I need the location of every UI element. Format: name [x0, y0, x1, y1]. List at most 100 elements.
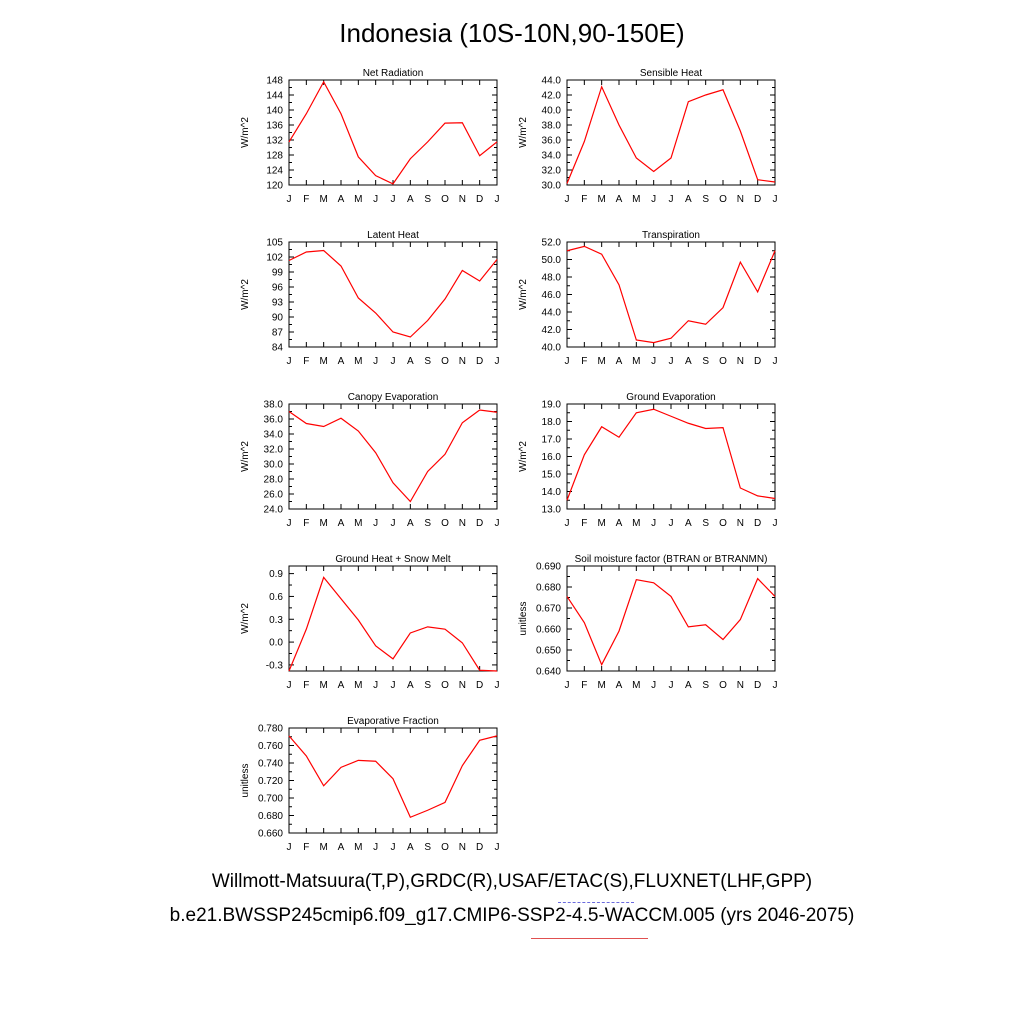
- x-tick-label: O: [441, 680, 449, 691]
- x-tick-label: A: [616, 680, 623, 691]
- x-tick-label: J: [391, 680, 396, 691]
- y-tick-label: 96: [272, 283, 284, 294]
- x-tick-label: O: [441, 356, 449, 367]
- y-axis-label: W/m^2: [240, 603, 251, 634]
- x-tick-label: A: [616, 518, 623, 529]
- chart-title: Sensible Heat: [640, 68, 702, 79]
- y-tick-label: 46.0: [542, 290, 562, 301]
- y-axis-label: W/m^2: [518, 117, 529, 148]
- y-tick-label: 148: [266, 76, 283, 87]
- chart-6: Ground Evaporation W/m^2 13.0 14.0 15.0 16.0 1…: [518, 392, 778, 529]
- y-tick-label: 36.0: [264, 415, 284, 426]
- x-tick-label: D: [754, 518, 761, 529]
- y-tick-label: -0.3: [266, 660, 284, 671]
- y-tick-label: 52.0: [542, 238, 562, 249]
- y-tick-label: 15.0: [542, 470, 562, 481]
- x-tick-label: J: [287, 194, 292, 205]
- y-tick-label: 93: [272, 298, 284, 309]
- y-tick-label: 17.0: [542, 435, 562, 446]
- x-tick-label: J: [669, 356, 674, 367]
- y-tick-label: 50.0: [542, 255, 562, 266]
- y-tick-label: 0.720: [258, 776, 283, 787]
- x-tick-label: S: [424, 194, 431, 205]
- y-tick-label: 30.0: [542, 181, 562, 192]
- x-tick-label: F: [581, 356, 587, 367]
- y-tick-label: 87: [272, 328, 284, 339]
- y-tick-label: 40.0: [542, 343, 562, 354]
- x-tick-label: S: [424, 842, 431, 853]
- chart-title: Ground Evaporation: [626, 392, 716, 403]
- y-axis-label: W/m^2: [240, 117, 251, 148]
- x-tick-label: J: [651, 518, 656, 529]
- x-tick-label: J: [373, 356, 378, 367]
- x-tick-label: D: [476, 842, 483, 853]
- chart-7: Ground Heat + Snow Melt W/m^2 -0.3 0.0 0.3 0.…: [240, 554, 500, 691]
- y-axis-label: W/m^2: [518, 441, 529, 472]
- y-tick-label: 0.9: [269, 569, 283, 580]
- plot-frame: [288, 565, 498, 672]
- x-tick-label: M: [597, 194, 605, 205]
- x-tick-label: J: [773, 194, 778, 205]
- x-tick-label: N: [737, 356, 744, 367]
- x-tick-label: A: [685, 680, 692, 691]
- page-title: Indonesia (10S-10N,90-150E): [339, 18, 685, 48]
- y-tick-label: 38.0: [542, 121, 562, 132]
- series-line: [288, 80, 498, 185]
- plot-frame: [288, 79, 498, 186]
- y-tick-label: 42.0: [542, 91, 562, 102]
- x-tick-label: D: [754, 680, 761, 691]
- y-tick-label: 34.0: [264, 430, 284, 441]
- y-axis-label: unitless: [518, 602, 529, 636]
- chart-9: Evaporative Fraction unitless 0.660 0.680 0.…: [240, 716, 500, 853]
- y-tick-label: 28.0: [264, 475, 284, 486]
- x-tick-label: J: [391, 194, 396, 205]
- y-axis-label: W/m^2: [240, 441, 251, 472]
- y-tick-label: 0.3: [269, 615, 283, 626]
- y-tick-label: 38.0: [264, 400, 284, 411]
- x-tick-label: N: [459, 842, 466, 853]
- y-tick-label: 32.0: [264, 445, 284, 456]
- y-tick-label: 102: [266, 253, 283, 264]
- x-tick-label: J: [669, 194, 674, 205]
- series-line: [566, 577, 776, 667]
- y-tick-label: 14.0: [542, 487, 562, 498]
- chart-8: Soil moisture factor (BTRAN or BTRANMN) u…: [518, 554, 778, 691]
- series-line: [566, 85, 776, 184]
- y-tick-label: 44.0: [542, 76, 562, 87]
- x-tick-label: J: [773, 518, 778, 529]
- x-tick-label: A: [685, 194, 692, 205]
- x-tick-label: N: [459, 194, 466, 205]
- x-tick-label: N: [459, 680, 466, 691]
- x-tick-label: M: [632, 680, 640, 691]
- x-tick-label: J: [565, 518, 570, 529]
- y-tick-label: 48.0: [542, 273, 562, 284]
- x-tick-label: D: [754, 356, 761, 367]
- footer-case: b.e21.BWSSP245cmip6.f09_g17.CMIP6-SSP2-4…: [169, 905, 855, 926]
- x-tick-label: J: [373, 518, 378, 529]
- y-tick-label: 0.780: [258, 724, 283, 735]
- x-tick-label: S: [424, 518, 431, 529]
- x-tick-label: F: [303, 680, 309, 691]
- y-axis-label: W/m^2: [240, 279, 251, 310]
- x-tick-label: M: [319, 518, 327, 529]
- x-tick-label: M: [597, 356, 605, 367]
- x-tick-label: D: [476, 356, 483, 367]
- x-tick-label: J: [287, 680, 292, 691]
- y-tick-label: 84: [272, 343, 284, 354]
- x-tick-label: A: [407, 518, 414, 529]
- chart-1: Net Radiation W/m^2 120 124 128 132 136 140 144 1…: [240, 68, 500, 205]
- x-tick-label: J: [565, 680, 570, 691]
- x-tick-label: M: [354, 518, 362, 529]
- chart-5: Canopy Evaporation W/m^2 24.0 26.0 28.0 30.0 3…: [240, 392, 500, 529]
- y-tick-label: 0.680: [536, 583, 561, 594]
- y-tick-label: 0.700: [258, 794, 283, 805]
- y-tick-label: 0.660: [536, 625, 561, 636]
- x-tick-label: F: [303, 356, 309, 367]
- chart-4: Transpiration W/m^2 40.0 42.0 44.0 46.0 48.0 50…: [518, 230, 778, 367]
- y-tick-label: 0.660: [258, 829, 283, 840]
- x-tick-label: J: [373, 842, 378, 853]
- x-tick-label: S: [424, 356, 431, 367]
- y-tick-label: 40.0: [542, 106, 562, 117]
- x-tick-label: F: [581, 680, 587, 691]
- series-line: [288, 249, 498, 338]
